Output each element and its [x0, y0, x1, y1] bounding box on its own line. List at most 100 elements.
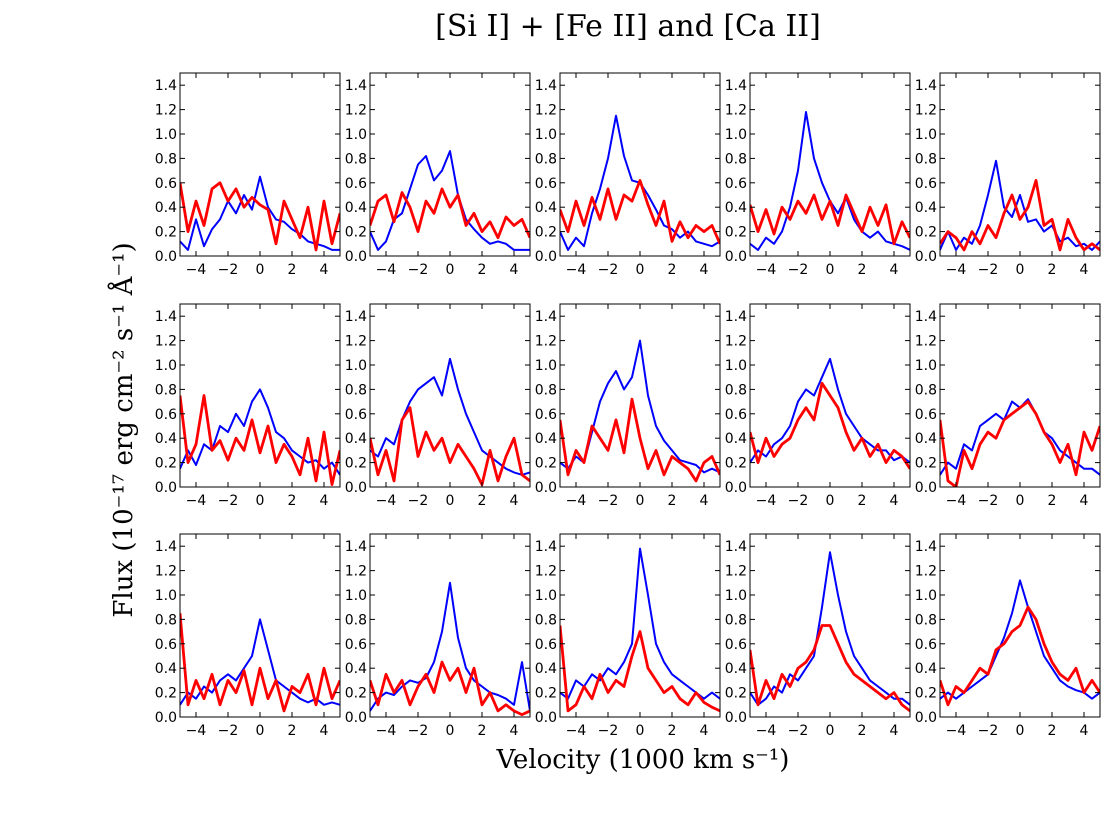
series-blue-line [370, 150, 530, 251]
x-tick-label: 2 [478, 493, 487, 509]
panel-frame [939, 72, 1101, 257]
y-tick-label: 0.2 [345, 686, 367, 702]
x-tick-label: −4 [566, 723, 587, 739]
y-tick-label: 0.8 [155, 382, 177, 398]
x-tick-label: −2 [788, 262, 809, 278]
y-tick-label: 0.2 [915, 456, 937, 472]
y-tick-label: 0.2 [155, 456, 177, 472]
y-tick-label: 1.4 [725, 539, 747, 555]
y-tick-label: 1.4 [155, 539, 177, 555]
x-tick-label: 0 [826, 493, 835, 509]
series-blue-line [560, 547, 720, 700]
x-tick-label: −2 [408, 723, 429, 739]
y-tick-label: 0.4 [725, 431, 747, 447]
x-tick-label: 0 [826, 262, 835, 278]
y-tick-label: 1.0 [155, 358, 177, 374]
y-tick-label: 0.8 [725, 151, 747, 167]
y-tick-label: 0.8 [915, 151, 937, 167]
panel-9: 0.0 0.2 0.4 0.6 0.8 1.0 1.2 1.4 −4 −2 0 2 4 [725, 303, 911, 509]
panel-8: 0.0 0.2 0.4 0.6 0.8 1.0 1.2 1.4 −4 −2 0 2 4 [535, 303, 721, 509]
series-red-line [370, 660, 530, 716]
y-tick-label: 1.4 [725, 309, 747, 325]
x-tick-label: 4 [1080, 723, 1089, 739]
y-tick-label: 0.0 [725, 249, 747, 265]
y-tick-label: 0.0 [155, 480, 177, 496]
y-tick-label: 0.4 [915, 200, 937, 216]
y-tick-label: 0.6 [915, 637, 937, 653]
x-tick-label: −2 [218, 723, 239, 739]
y-tick-label: 0.0 [915, 249, 937, 265]
y-tick-label: 0.6 [915, 407, 937, 423]
x-tick-label: −2 [978, 723, 999, 739]
x-tick-label: −4 [946, 723, 967, 739]
y-tick-label: 1.2 [915, 103, 937, 119]
x-tick-label: 2 [668, 493, 677, 509]
y-tick-label: 0.0 [535, 480, 557, 496]
y-tick-label: 0.0 [725, 480, 747, 496]
y-tick-label: 0.8 [915, 612, 937, 628]
y-tick-label: 0.4 [155, 431, 177, 447]
panel-frame [749, 72, 911, 257]
y-tick-label: 0.2 [725, 686, 747, 702]
y-tick-label: 0.4 [535, 431, 557, 447]
y-tick-label: 0.6 [155, 637, 177, 653]
x-tick-label: 0 [636, 493, 645, 509]
series-red-line [560, 625, 720, 713]
y-tick-label: 1.0 [725, 358, 747, 374]
y-tick-label: 0.4 [155, 661, 177, 677]
y-tick-label: 1.2 [345, 564, 367, 580]
y-tick-label: 0.6 [535, 637, 557, 653]
series-red-line [180, 394, 340, 487]
panel-7: 0.0 0.2 0.4 0.6 0.8 1.0 1.2 1.4 −4 −2 0 2 4 [345, 303, 531, 509]
x-tick-label: −2 [598, 493, 619, 509]
panel-1: 0.0 0.2 0.4 0.6 0.8 1.0 1.2 1.4 −4 −2 0 2 4 [155, 72, 341, 278]
y-tick-label: 0.8 [535, 612, 557, 628]
y-tick-label: 1.4 [915, 78, 937, 94]
y-tick-label: 0.6 [155, 407, 177, 423]
y-tick-label: 1.4 [915, 309, 937, 325]
y-tick-label: 0.8 [535, 151, 557, 167]
y-tick-label: 0.8 [155, 151, 177, 167]
chart-title: [Si I] + [Fe II] and [Ca II] [435, 9, 821, 44]
x-tick-label: −4 [756, 493, 777, 509]
series-blue-line [940, 398, 1100, 476]
x-tick-label: 2 [1048, 262, 1057, 278]
panel-5: 0.0 0.2 0.4 0.6 0.8 1.0 1.2 1.4 −4 −2 0 2 4 [915, 72, 1101, 278]
x-tick-label: −4 [376, 262, 397, 278]
y-tick-label: 1.2 [345, 103, 367, 119]
x-tick-label: 4 [890, 493, 899, 509]
y-tick-label: 1.2 [915, 564, 937, 580]
y-tick-label: 0.0 [345, 249, 367, 265]
y-tick-label: 1.2 [535, 564, 557, 580]
y-tick-label: 0.4 [915, 661, 937, 677]
x-tick-label: 0 [826, 723, 835, 739]
x-tick-label: −2 [408, 262, 429, 278]
x-tick-label: 2 [288, 262, 297, 278]
y-tick-label: 0.0 [345, 480, 367, 496]
series-red-line [370, 406, 530, 487]
y-tick-label: 0.2 [725, 225, 747, 241]
y-tick-label: 0.4 [155, 200, 177, 216]
y-tick-label: 0.0 [345, 710, 367, 726]
x-tick-label: −4 [566, 493, 587, 509]
x-tick-label: 2 [478, 262, 487, 278]
panel-6: 0.0 0.2 0.4 0.6 0.8 1.0 1.2 1.4 −4 −2 0 2 4 [155, 303, 341, 509]
y-tick-label: 0.2 [535, 686, 557, 702]
y-tick-label: 0.0 [155, 249, 177, 265]
series-blue-line [750, 357, 910, 464]
panel-frame [939, 303, 1101, 488]
series-blue-line [560, 339, 720, 474]
series-blue-line [180, 618, 340, 706]
panel-13: 0.0 0.2 0.4 0.6 0.8 1.0 1.2 1.4 −4 −2 0 2 4 [535, 533, 721, 739]
x-tick-label: 4 [890, 262, 899, 278]
y-tick-label: 1.2 [915, 334, 937, 350]
y-tick-label: 0.6 [725, 637, 747, 653]
series-red-line [750, 381, 910, 470]
y-tick-label: 1.0 [725, 127, 747, 143]
y-tick-label: 0.8 [725, 382, 747, 398]
x-tick-label: 4 [320, 723, 329, 739]
y-tick-label: 0.2 [155, 225, 177, 241]
y-tick-label: 0.0 [535, 249, 557, 265]
y-tick-label: 0.6 [345, 407, 367, 423]
x-tick-label: 2 [858, 493, 867, 509]
